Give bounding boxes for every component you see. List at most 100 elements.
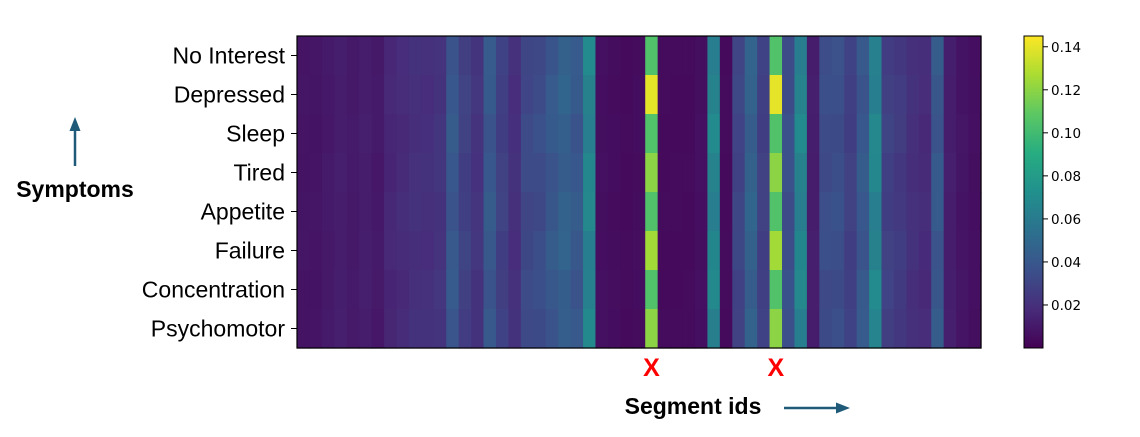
heatmap-cell: [806, 75, 820, 115]
heatmap-cell: [570, 36, 584, 76]
heatmap-cell: [495, 192, 510, 232]
heatmap-cell: [471, 192, 485, 232]
heatmap-cell: [483, 153, 497, 193]
heatmap-cell: [334, 36, 348, 76]
heatmap-cell: [732, 270, 746, 310]
heatmap-cell: [893, 36, 907, 76]
heatmap-cell: [831, 114, 845, 154]
heatmap-cell: [334, 75, 348, 115]
heatmap-cell: [881, 36, 895, 76]
heatmap-cell: [321, 114, 335, 154]
heatmap-cell: [321, 153, 335, 193]
heatmap-cell: [583, 153, 597, 193]
heatmap-cell: [595, 309, 609, 349]
heatmap-cell: [607, 270, 621, 310]
heatmap-cell: [309, 231, 323, 271]
heatmap-cell: [806, 36, 820, 76]
heatmap-cell: [744, 231, 758, 271]
heatmap-cell: [645, 231, 659, 271]
heatmap-cell: [645, 114, 659, 154]
heatmap-cell: [384, 75, 398, 115]
heatmap-cell: [869, 153, 883, 193]
heatmap-cell: [694, 270, 708, 310]
heatmap-cell: [570, 270, 584, 310]
heatmap-cell: [943, 75, 957, 115]
heatmap-cell: [632, 114, 646, 154]
heatmap-cell: [334, 270, 348, 310]
plot-frame: [296, 35, 982, 349]
heatmap-cell: [757, 36, 771, 76]
heatmap-cell: [968, 36, 982, 76]
heatmap-cell: [346, 114, 360, 154]
heatmap-cell: [931, 153, 945, 193]
heatmap-cell: [707, 309, 721, 349]
heatmap-cell: [446, 153, 460, 193]
heatmap-cell: [384, 231, 398, 271]
heatmap-cell: [321, 231, 335, 271]
heatmap-cell: [396, 231, 410, 271]
heatmap-cell: [570, 153, 584, 193]
heatmap-cell: [844, 114, 858, 154]
heatmap-cell: [384, 192, 398, 232]
heatmap-cell: [558, 231, 572, 271]
heatmap-cell: [297, 192, 311, 232]
colorbar-tick-label: 0.02: [1051, 298, 1081, 314]
heatmap-cell: [508, 192, 522, 232]
heatmap-cell: [694, 192, 708, 232]
heatmap-cell: [893, 231, 907, 271]
heatmap-cell: [583, 270, 597, 310]
heatmap-cell: [359, 192, 373, 232]
heatmap-cell: [583, 36, 597, 76]
heatmap-cell: [968, 153, 982, 193]
heatmap-cell: [744, 192, 758, 232]
heatmap-cell: [558, 75, 572, 115]
heatmap-cell: [769, 75, 783, 115]
heatmap-cell: [570, 192, 584, 232]
heatmap-cell: [620, 36, 634, 76]
heatmap-cell: [682, 75, 696, 115]
heatmap-cell: [309, 270, 323, 310]
heatmap-cell: [297, 270, 311, 310]
heatmap-cell: [732, 231, 746, 271]
heatmap-cell: [558, 114, 572, 154]
heatmap-cell: [433, 153, 447, 193]
heatmap-cell: [483, 309, 497, 349]
heatmap-cell: [483, 270, 497, 310]
heatmap-cell: [732, 114, 746, 154]
heatmap-cell: [297, 153, 311, 193]
heatmap-cell: [620, 309, 634, 349]
heatmap-cell: [321, 192, 335, 232]
heatmap-cell: [670, 75, 684, 115]
heatmap-cell: [483, 36, 497, 76]
heatmap-cell: [782, 231, 796, 271]
colorbar-tick-label: 0.10: [1051, 126, 1081, 142]
heatmap-cell: [819, 153, 833, 193]
heatmap-cell: [545, 192, 559, 232]
heatmap-cell: [670, 309, 684, 349]
colorbar-tick-label: 0.06: [1051, 212, 1081, 228]
heatmap-cell: [495, 270, 510, 310]
heatmap-cell: [694, 114, 708, 154]
heatmap-cell: [906, 192, 920, 232]
y-tick-label: Depressed: [174, 82, 285, 108]
heatmap-cell: [371, 192, 385, 232]
heatmap-cell: [657, 309, 671, 349]
heatmap-cell: [719, 309, 733, 349]
heatmap-cell: [607, 114, 621, 154]
heatmap-cell: [893, 192, 907, 232]
heatmap-cell: [918, 309, 932, 349]
heatmap-cell: [732, 36, 746, 76]
heatmap-cell: [520, 270, 534, 310]
heatmap-cell: [657, 153, 671, 193]
heatmap-cell: [433, 270, 447, 310]
heatmap-cell: [670, 270, 684, 310]
y-tick-group: [291, 55, 297, 329]
heatmap-cell: [682, 153, 696, 193]
heatmap-cell: [856, 270, 870, 310]
heatmap-cell: [819, 192, 833, 232]
heatmap-cell: [558, 309, 572, 349]
heatmap-cell: [744, 75, 758, 115]
heatmap-cell: [471, 270, 485, 310]
heatmap-cell: [632, 192, 646, 232]
